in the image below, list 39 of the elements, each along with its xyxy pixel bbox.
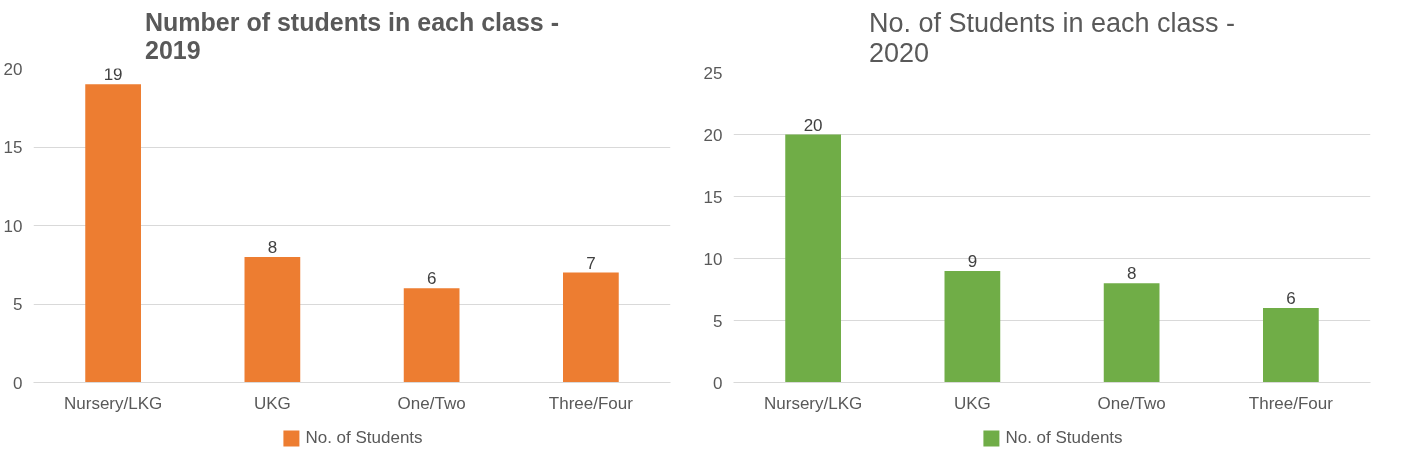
chart-title: No. of Students in each class - 2020 [868,7,1236,68]
y-tick-label: 10 [3,216,23,236]
x-tick-label: Three/Four [1248,393,1334,413]
legend-label: No. of Students [1005,427,1123,448]
data-label: 19 [103,65,123,85]
x-tick-label: Nursery/LKG [764,393,863,413]
x-tick-label: UKG [253,393,291,413]
bar [85,84,141,383]
x-tick-label: Nursery/LKG [64,393,163,413]
y-tick-label: 20 [703,125,723,145]
y-tick-label: 10 [703,249,723,269]
y-tick-label: 25 [703,63,723,83]
data-label: 7 [586,253,596,273]
y-tick-label: 5 [713,311,723,331]
bar [563,272,619,383]
y-tick-label: 5 [13,295,23,314]
data-label: 9 [967,251,978,271]
chart-title: Number of students in each class - 2019 [145,7,560,64]
data-label: 8 [267,237,278,257]
x-tick-label: One/Two [397,393,466,413]
data-label: 8 [1126,264,1137,284]
bar [785,134,841,383]
bar [1263,308,1319,383]
bar [1103,283,1160,383]
y-tick-label: 0 [713,373,723,393]
y-tick-label: 20 [3,59,23,79]
data-label: 6 [1286,289,1296,309]
y-tick-label: 0 [13,373,23,393]
y-tick-label: 15 [703,187,723,207]
bar [403,288,460,383]
y-tick-label: 15 [3,138,23,157]
x-tick-label: One/Two [1097,393,1166,413]
bar [244,256,301,383]
data-label: 20 [803,115,823,135]
x-tick-label: Three/Four [548,393,634,413]
x-tick-label: UKG [953,393,991,413]
data-label: 6 [426,269,437,289]
legend-label: No. of Students [305,427,423,448]
bar [944,270,1001,383]
